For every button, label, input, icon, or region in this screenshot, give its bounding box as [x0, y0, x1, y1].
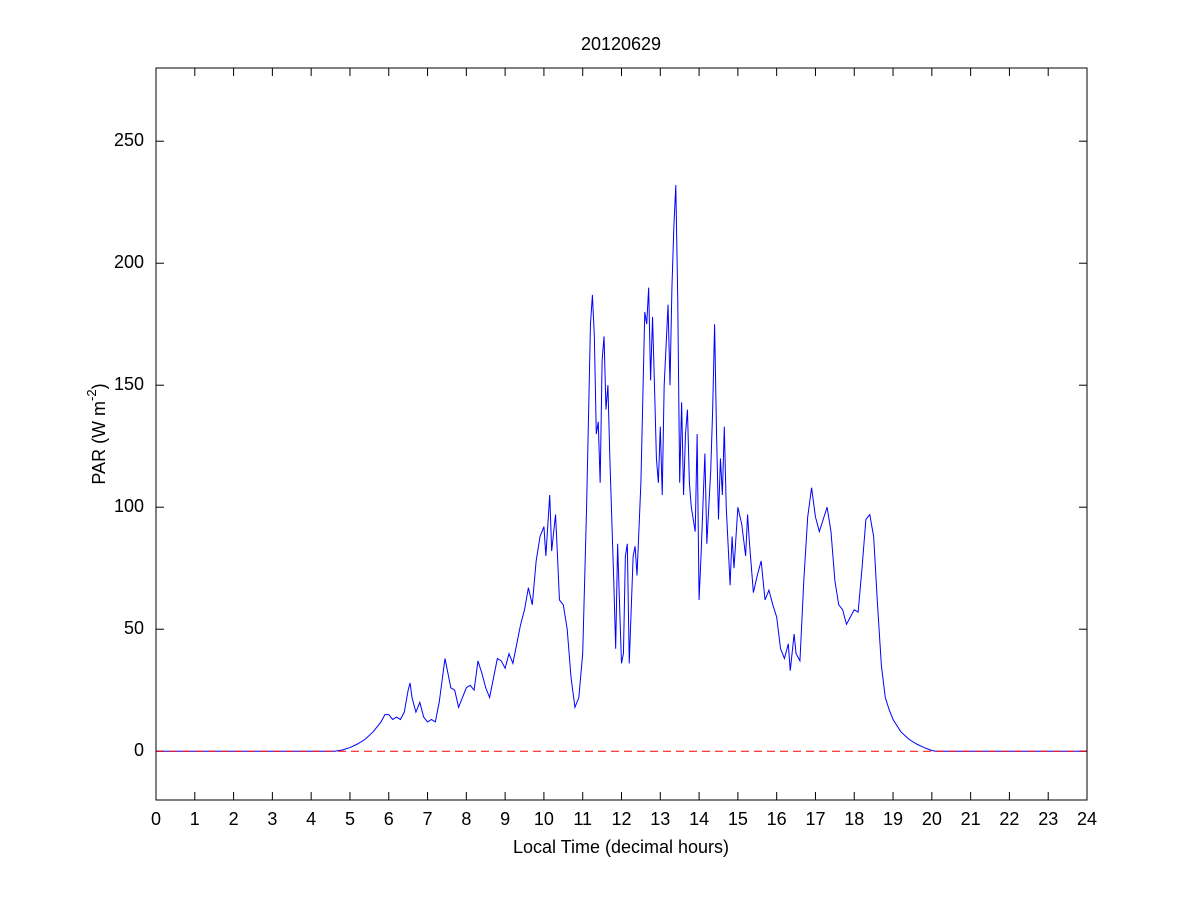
x-tick-label: 20 [922, 809, 942, 829]
y-label-text: PAR (W m [89, 401, 109, 485]
x-tick-label: 15 [728, 809, 748, 829]
x-tick-label: 12 [611, 809, 631, 829]
y-tick-label: 0 [134, 740, 144, 760]
x-tick-label: 7 [423, 809, 433, 829]
x-tick-label: 6 [384, 809, 394, 829]
x-tick-label: 2 [229, 809, 239, 829]
x-tick-label: 10 [534, 809, 554, 829]
x-tick-label: 16 [767, 809, 787, 829]
x-tick-label: 18 [844, 809, 864, 829]
x-tick-label: 5 [345, 809, 355, 829]
x-tick-label: 4 [306, 809, 316, 829]
y-tick-label: 250 [114, 130, 144, 150]
x-axis-label: Local Time (decimal hours) [513, 837, 729, 857]
y-axis-label: PAR (W m-2) [84, 383, 108, 484]
x-tick-label: 19 [883, 809, 903, 829]
x-tick-label: 23 [1038, 809, 1058, 829]
x-tick-label: 1 [190, 809, 200, 829]
x-tick-label: 0 [151, 809, 161, 829]
x-tick-label: 24 [1077, 809, 1097, 829]
x-tick-label: 8 [461, 809, 471, 829]
y-tick-label: 150 [114, 374, 144, 394]
y-tick-label: 50 [124, 618, 144, 638]
y-tick-label: 100 [114, 496, 144, 516]
x-tick-label: 11 [573, 809, 592, 829]
x-tick-label: 17 [805, 809, 825, 829]
x-tick-label: 3 [267, 809, 277, 829]
data-line [156, 185, 1087, 752]
x-tick-label: 9 [500, 809, 510, 829]
y-label-suffix: ) [89, 383, 109, 389]
chart-title: 20120629 [581, 34, 661, 54]
y-label-superscript: -2 [84, 389, 99, 401]
x-tick-label: 13 [650, 809, 670, 829]
x-tick-label: 21 [961, 809, 981, 829]
plot-frame [155, 67, 1088, 801]
x-tick-label: 14 [689, 809, 709, 829]
x-tick-label: 22 [999, 809, 1019, 829]
y-tick-label: 200 [114, 252, 144, 272]
